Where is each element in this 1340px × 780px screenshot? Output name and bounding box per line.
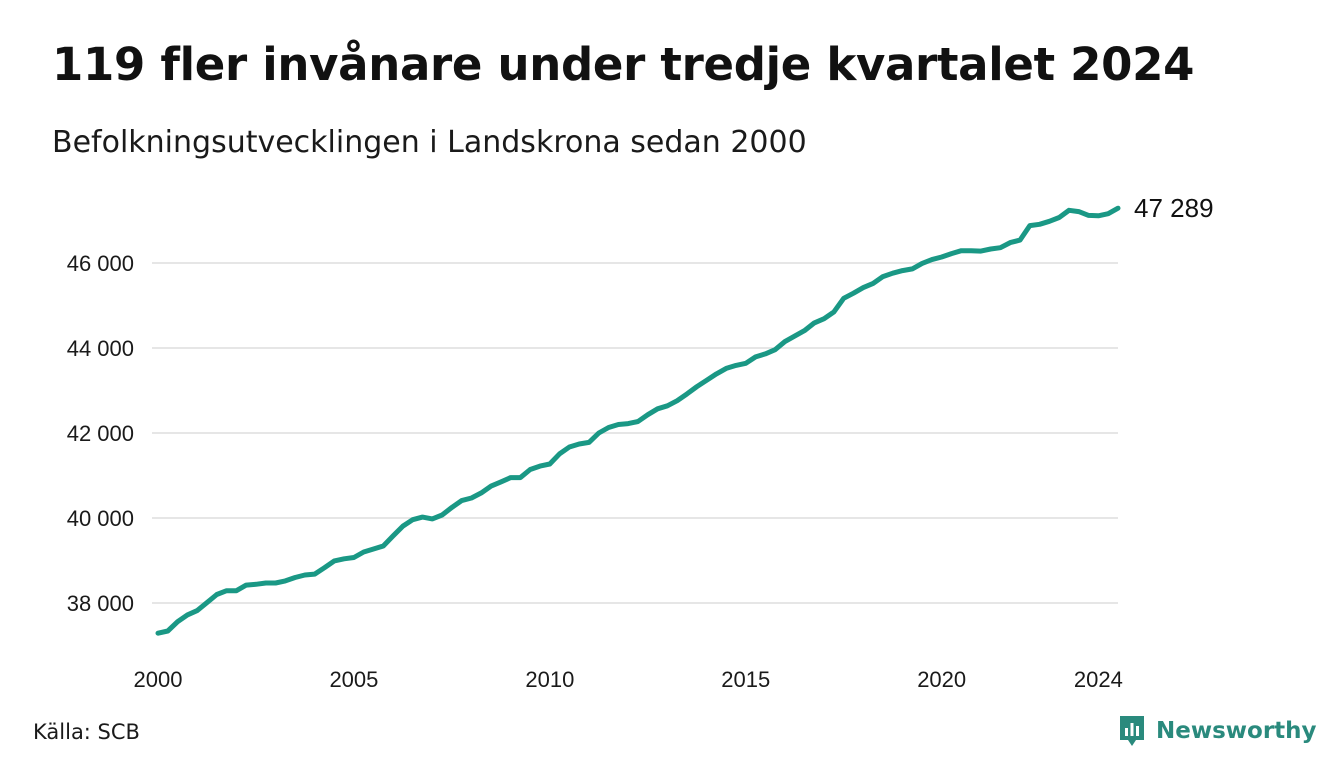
end-value-label: 47 289 [1134, 193, 1214, 223]
x-tick-label: 2005 [329, 667, 378, 692]
x-tick-label: 2000 [134, 667, 183, 692]
x-tick-label: 2015 [721, 667, 770, 692]
brand: Newsworthy [1118, 714, 1317, 748]
series-line [155, 205, 1121, 636]
brand-name: Newsworthy [1156, 718, 1317, 744]
y-tick-label: 42 000 [67, 421, 134, 446]
chart-subtitle: Befolkningsutvecklingen i Landskrona sed… [52, 125, 807, 160]
x-tick-label: 2010 [525, 667, 574, 692]
line-chart: 38 000 40 000 42 000 44 000 46 000 2000 2005 20… [67, 193, 1214, 692]
chart-title: 119 fler invånare under tredje kvartalet… [52, 38, 1195, 91]
source-note: Källa: SCB [33, 720, 140, 744]
y-tick-label: 46 000 [67, 251, 134, 276]
y-tick-label: 38 000 [67, 591, 134, 616]
x-tick-label: 2020 [917, 667, 966, 692]
newsworthy-logo-icon [1120, 716, 1144, 746]
y-tick-label: 44 000 [67, 336, 134, 361]
y-tick-label: 40 000 [67, 506, 134, 531]
x-tick-label: 2024 [1074, 667, 1123, 692]
